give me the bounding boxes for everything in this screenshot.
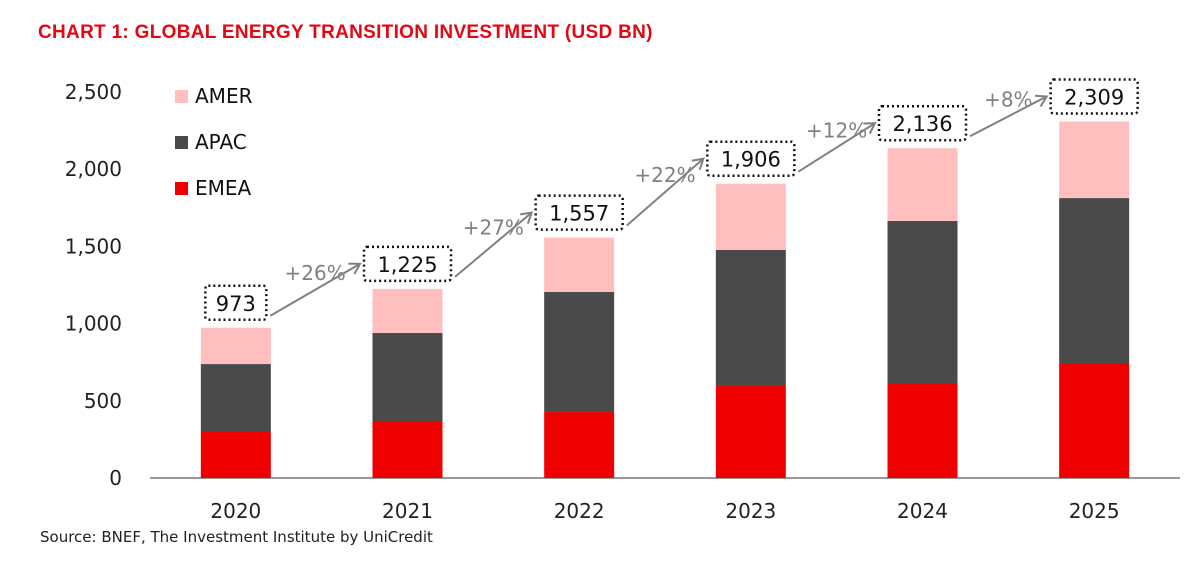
- total-label-box: [204, 284, 268, 322]
- growth-label: +22%: [634, 163, 695, 187]
- total-label-box: [877, 104, 968, 142]
- y-tick-label: 1,500: [65, 234, 122, 258]
- total-label: 1,225: [377, 253, 437, 277]
- bar-emea-2023: [715, 385, 786, 478]
- legend-swatch-apac: [175, 136, 188, 149]
- legend-swatch-emea: [175, 182, 188, 195]
- bar-emea-2022: [544, 412, 615, 478]
- growth-label: +8%: [984, 87, 1033, 111]
- growth-label: +27%: [463, 216, 524, 240]
- y-tick-label: 2,000: [65, 157, 122, 181]
- total-label-box: [706, 140, 796, 177]
- y-tick-label: 2,500: [65, 80, 122, 104]
- legend-label: APAC: [195, 130, 247, 154]
- total-label-box: [1049, 78, 1139, 115]
- bar-apac-2023: [715, 249, 786, 386]
- total-label: 1,906: [721, 148, 781, 172]
- total-label: 2,136: [892, 112, 952, 136]
- source-note: Source: BNEF, The Investment Institute b…: [40, 528, 433, 546]
- y-tick-label: 500: [84, 389, 122, 413]
- x-tick-label: 2025: [1069, 499, 1120, 523]
- bar-emea-2025: [1059, 362, 1130, 478]
- bar-amer-2021: [372, 288, 443, 334]
- bar-apac-2020: [200, 364, 271, 432]
- bar-emea-2024: [887, 383, 958, 478]
- bar-emea-2020: [200, 431, 271, 478]
- total-label: 973: [216, 292, 256, 316]
- bar-emea-2021: [372, 421, 443, 478]
- total-label: 2,309: [1064, 85, 1124, 109]
- x-tick-label: 2022: [554, 499, 605, 523]
- bar-apac-2025: [1059, 198, 1130, 363]
- growth-arrow: [269, 262, 362, 317]
- growth-arrow: [454, 211, 534, 278]
- x-tick-label: 2023: [725, 499, 776, 523]
- bar-amer-2022: [544, 237, 615, 292]
- bar-amer-2024: [887, 148, 958, 221]
- bar-apac-2024: [887, 220, 958, 384]
- bar-apac-2021: [372, 333, 443, 422]
- x-tick-label: 2020: [210, 499, 261, 523]
- bar-apac-2022: [544, 291, 615, 413]
- x-tick-label: 2021: [382, 499, 433, 523]
- bar-amer-2023: [715, 183, 786, 250]
- growth-label: +12%: [806, 118, 867, 142]
- legend-label: AMER: [195, 84, 253, 108]
- total-label-box: [362, 245, 453, 283]
- total-label: 1,557: [549, 202, 609, 226]
- bar-amer-2025: [1059, 121, 1130, 199]
- y-tick-label: 0: [109, 466, 122, 490]
- bar-amer-2020: [200, 327, 271, 365]
- growth-label: +26%: [285, 261, 346, 285]
- legend-label: EMEA: [195, 176, 252, 200]
- legend-swatch-amer: [175, 90, 188, 103]
- y-tick-label: 1,000: [65, 312, 122, 336]
- chart-title: CHART 1: GLOBAL ENERGY TRANSITION INVEST…: [38, 22, 653, 43]
- growth-arrow: [969, 94, 1049, 138]
- total-label-box: [534, 194, 624, 231]
- x-tick-label: 2024: [897, 499, 948, 523]
- growth-arrow: [797, 122, 877, 173]
- growth-arrow: [626, 157, 705, 227]
